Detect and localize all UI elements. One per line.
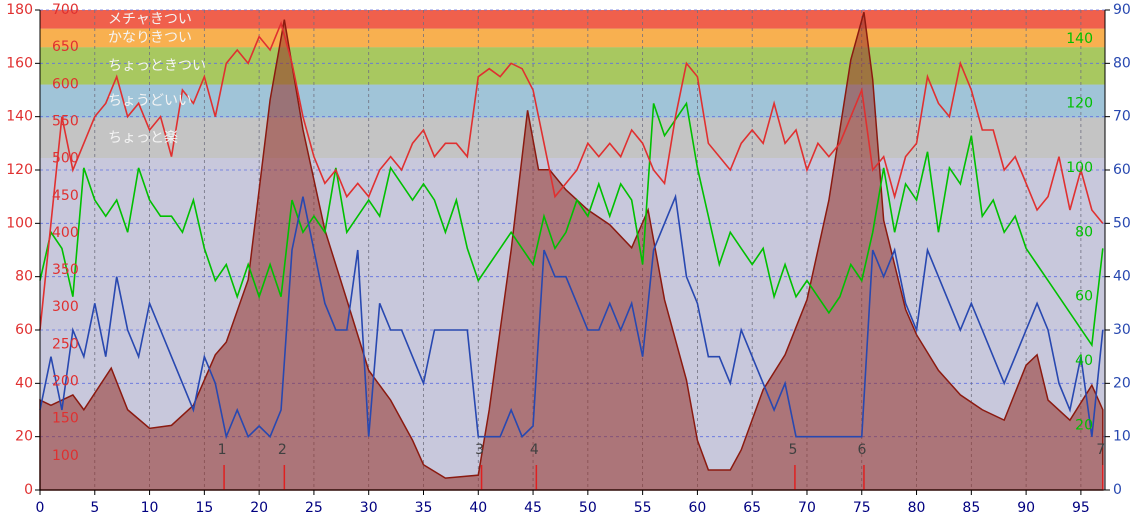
zone-label: メチャきつい [108,11,192,27]
y-tick-label: 80 [15,269,33,285]
y2-tick-label: 30 [1113,322,1131,338]
x-tick-label: 35 [415,500,433,516]
zone-band [40,117,1105,158]
zone-band [40,10,1105,29]
x-tick-label: 55 [634,500,652,516]
elevation-tick-label: 100 [52,448,79,464]
x-tick-label: 15 [195,500,213,516]
elevation-area [39,12,1104,491]
cadence-tick-label: 120 [1066,95,1093,111]
x-tick-label: 80 [908,500,926,516]
x-tick-label: 40 [469,500,487,516]
y2-tick-label: 10 [1113,429,1131,445]
cadence-tick-label: 60 [1075,289,1093,305]
lap-label: 2 [278,442,287,458]
heart-rate-line [39,20,1104,331]
x-tick-label: 70 [798,500,816,516]
y-tick-label: 60 [15,322,33,338]
y2-tick-label: 0 [1113,482,1122,498]
y2-tick-label: 90 [1113,2,1131,18]
x-tick-label: 25 [305,500,323,516]
y-tick-label: 20 [15,429,33,445]
cadence-tick-label: 40 [1075,353,1093,369]
cadence-line [39,101,1104,348]
y-tick-label: 100 [6,215,33,231]
y-tick-label: 160 [6,55,33,71]
elevation-tick-label: 450 [52,188,79,204]
x-tick-label: 20 [250,500,268,516]
elevation-tick-label: 500 [52,151,79,167]
lap-label: 5 [788,442,797,458]
x-tick-label: 85 [962,500,980,516]
x-tick-label: 75 [853,500,871,516]
cadence-tick-label: 80 [1075,224,1093,240]
x-tick-label: 60 [688,500,706,516]
elevation-tick-label: 150 [52,411,79,427]
elevation-tick-label: 550 [52,113,79,129]
zone-label: ちょっときつい [108,58,206,74]
lap-label: 6 [857,442,866,458]
lap-label: 7 [1096,442,1105,458]
elevation-tick-label: 600 [52,76,79,92]
elevation-tick-label: 400 [52,225,79,241]
x-tick-label: 90 [1017,500,1035,516]
y2-tick-label: 70 [1113,109,1131,125]
x-tick-label: 65 [743,500,761,516]
x-tick-label: 30 [360,500,378,516]
zone-label: ちょうどいい [108,93,192,109]
cadence-tick-label: 140 [1066,31,1093,47]
y2-tick-label: 50 [1113,215,1131,231]
y-tick-label: 0 [24,482,33,498]
elevation-tick-label: 650 [52,39,79,55]
y-tick-label: 180 [6,2,33,18]
zone-label: かなりきつい [108,30,192,46]
x-tick-label: 50 [579,500,597,516]
y-tick-label: 40 [15,375,33,391]
y-tick-label: 140 [6,109,33,125]
x-tick-label: 10 [141,500,159,516]
zone-label: ちょっと楽 [108,130,178,146]
lap-label: 4 [530,442,539,458]
lap-label: 1 [218,442,227,458]
speed-line [39,193,1104,440]
cadence-tick-label: 100 [1066,160,1093,176]
cadence-tick-label: 20 [1075,418,1093,434]
y2-tick-label: 60 [1113,162,1131,178]
elevation-tick-label: 200 [52,374,79,390]
zone-band [40,28,1105,48]
x-tick-label: 5 [90,500,99,516]
elevation-tick-label: 250 [52,336,79,352]
zone-band [40,84,1105,118]
y2-tick-label: 40 [1113,269,1131,285]
y2-tick-label: 20 [1113,375,1131,391]
y-tick-label: 120 [6,162,33,178]
lap-label: 3 [475,442,484,458]
y2-tick-label: 80 [1113,55,1131,71]
x-tick-label: 0 [36,500,45,516]
elevation-tick-label: 700 [52,2,79,18]
elevation-tick-label: 350 [52,262,79,278]
elevation-tick-label: 300 [52,299,79,315]
x-tick-label: 95 [1072,500,1090,516]
x-tick-label: 45 [524,500,542,516]
